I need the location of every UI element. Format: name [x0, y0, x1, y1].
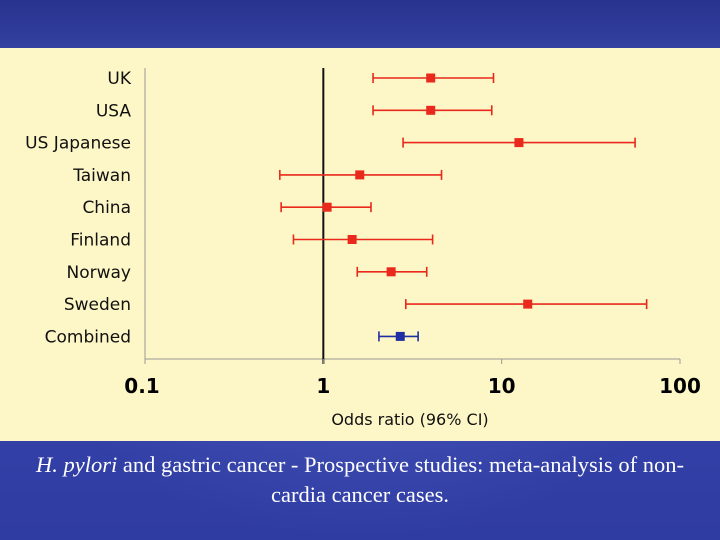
- plot-axes: [144, 68, 681, 364]
- point-estimate: [395, 331, 405, 341]
- point-estimate: [426, 105, 436, 115]
- x-tick-label: 1: [316, 374, 330, 398]
- x-axis-label: Odds ratio (96% CI): [331, 410, 488, 429]
- slide-top-band: [0, 0, 720, 48]
- point-estimate: [386, 267, 396, 277]
- point-estimate: [523, 299, 533, 309]
- forest-plot: UK USA US Japanese Taiwan China Finland Norway…: [25, 68, 701, 429]
- point-estimate: [355, 170, 365, 180]
- slide-caption: H. pylori and gastric cancer - Prospecti…: [20, 450, 700, 510]
- category-label: UK: [107, 69, 131, 89]
- point-estimate: [426, 73, 436, 83]
- caption-italic: H. pylori: [36, 452, 118, 477]
- category-label: Sweden: [64, 295, 131, 315]
- chart-panel: UK USA US Japanese Taiwan China Finland Norway…: [0, 48, 720, 441]
- category-label: US Japanese: [25, 134, 131, 154]
- category-label: Norway: [67, 263, 132, 283]
- point-estimate: [514, 138, 524, 148]
- x-tick-label: 0.1: [124, 374, 159, 398]
- category-label: USA: [96, 101, 132, 121]
- category-labels: UK USA US Japanese Taiwan China Finland Norway…: [25, 69, 132, 347]
- x-tick-label: 100: [659, 374, 701, 398]
- category-label: Finland: [70, 231, 131, 251]
- plot-marks: [278, 73, 648, 342]
- x-tick-label: 10: [488, 374, 516, 398]
- point-estimate: [347, 235, 357, 244]
- point-estimate: [322, 202, 332, 212]
- category-label: China: [82, 198, 131, 218]
- caption-text: and gastric cancer - Prospective studies…: [117, 452, 684, 507]
- x-tick-labels: 0.1 1 10 100: [124, 374, 701, 398]
- category-label: Combined: [45, 327, 131, 347]
- category-label: Taiwan: [72, 166, 131, 186]
